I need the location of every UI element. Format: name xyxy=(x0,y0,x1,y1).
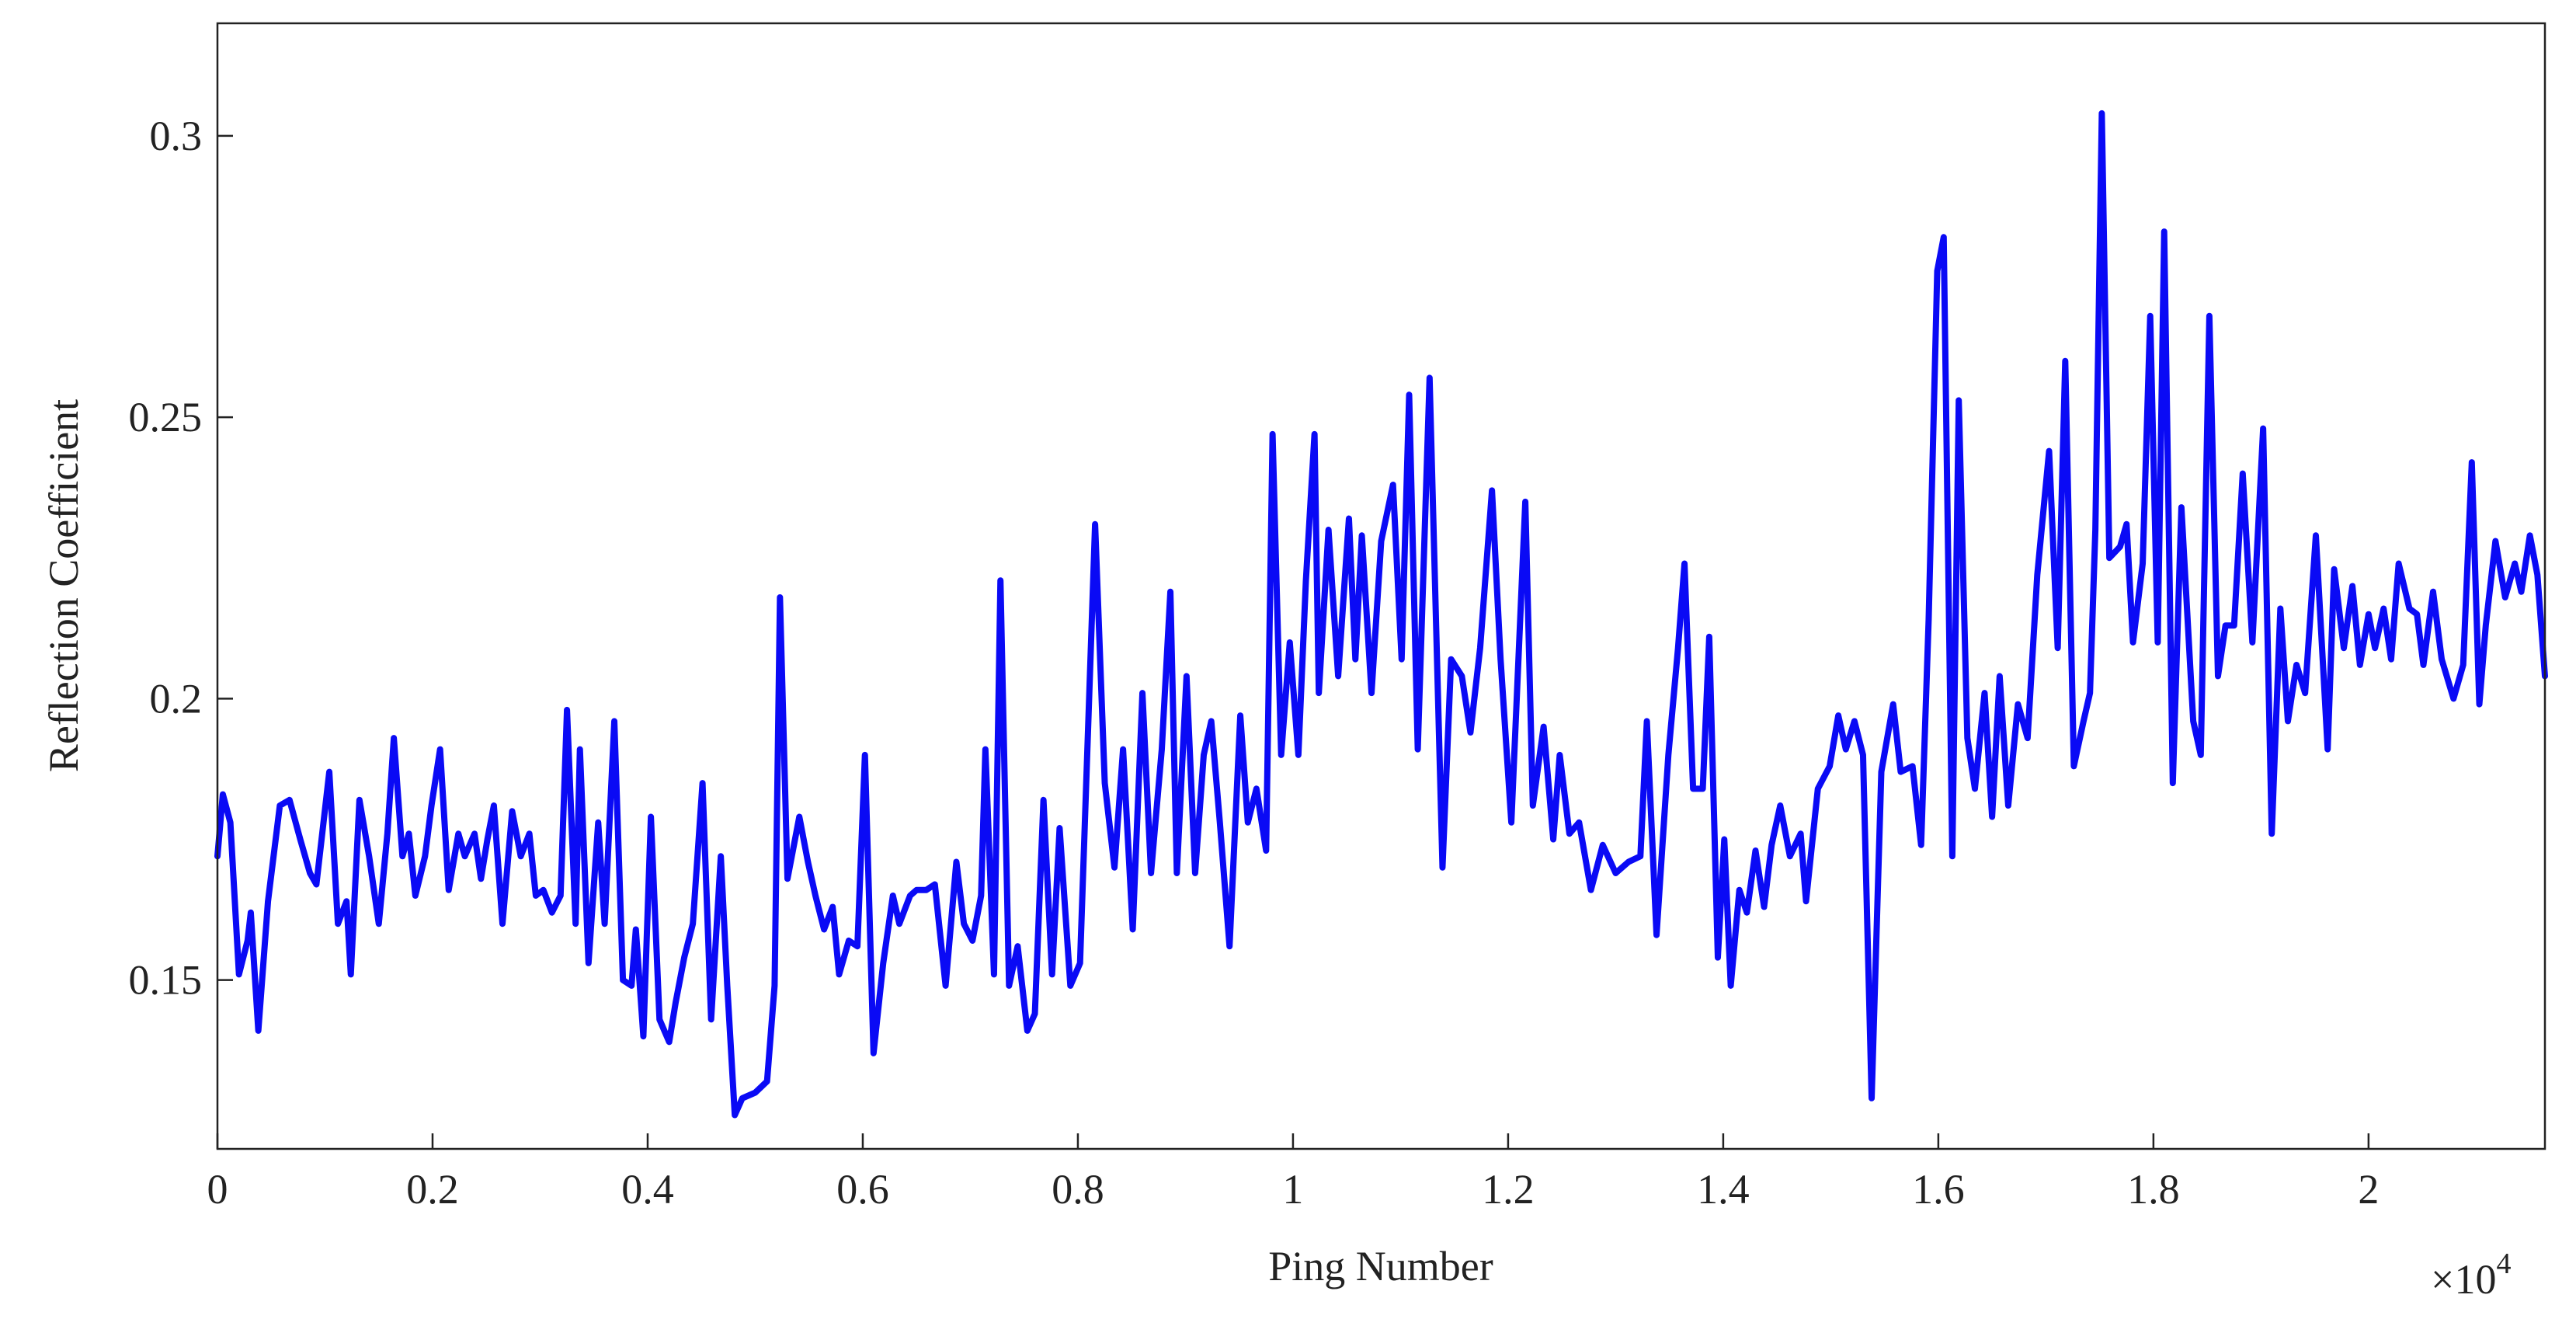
data-line xyxy=(214,110,2548,1119)
x-tick-label: 2 xyxy=(2358,1166,2379,1213)
x-multiplier: ×104 xyxy=(2431,1248,2511,1303)
x-multiplier-base: ×10 xyxy=(2431,1256,2496,1303)
x-tick-label: 1.2 xyxy=(1482,1166,1535,1213)
y-tick-label: 0.2 xyxy=(150,675,203,722)
x-tick-label: 1.8 xyxy=(2127,1166,2180,1213)
x-tick-label: 0 xyxy=(207,1166,228,1213)
y-axis-label: Reflection Coefficient xyxy=(40,399,87,772)
x-axis-label: Ping Number xyxy=(1268,1243,1493,1289)
x-tick-label: 0.4 xyxy=(621,1166,674,1213)
x-tick-label: 0.8 xyxy=(1052,1166,1104,1213)
y-tick-label: 0.15 xyxy=(129,957,203,1004)
x-tick-label: 1 xyxy=(1282,1166,1303,1213)
x-multiplier-exponent: 4 xyxy=(2496,1248,2511,1280)
plot-frame xyxy=(216,22,2546,1150)
x-tick-label: 1.4 xyxy=(1697,1166,1750,1213)
x-tick-label: 1.6 xyxy=(1912,1166,1965,1213)
x-tick-label: 0.6 xyxy=(836,1166,889,1213)
x-tick-label: 0.2 xyxy=(406,1166,459,1213)
y-tick-label: 0.3 xyxy=(150,113,203,159)
y-tick-label: 0.25 xyxy=(129,394,203,440)
